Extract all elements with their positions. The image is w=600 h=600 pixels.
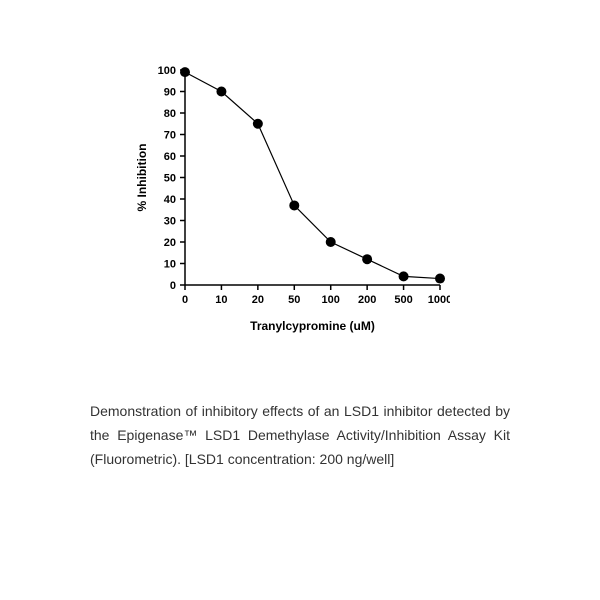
svg-text:20: 20 (164, 237, 176, 249)
inhibition-chart: 0102030405060708090100010205010020050010… (130, 60, 450, 340)
figure-caption: Demonstration of inhibitory effects of a… (90, 400, 510, 471)
svg-text:100: 100 (158, 65, 176, 77)
chart-area: 0102030405060708090100010205010020050010… (130, 60, 450, 340)
svg-text:80: 80 (164, 108, 176, 120)
svg-text:50: 50 (288, 294, 300, 306)
svg-text:0: 0 (170, 280, 176, 292)
svg-text:70: 70 (164, 130, 176, 142)
svg-text:30: 30 (164, 216, 176, 228)
svg-text:500: 500 (394, 294, 412, 306)
svg-text:20: 20 (252, 294, 264, 306)
svg-text:200: 200 (358, 294, 376, 306)
svg-text:100: 100 (322, 294, 340, 306)
svg-text:Tranylcypromine (uM): Tranylcypromine (uM) (250, 319, 375, 333)
svg-text:1000: 1000 (428, 294, 450, 306)
svg-text:% Inhibition: % Inhibition (135, 144, 149, 212)
svg-text:40: 40 (164, 194, 176, 206)
svg-text:50: 50 (164, 173, 176, 185)
figure-container: 0102030405060708090100010205010020050010… (0, 0, 600, 600)
svg-text:60: 60 (164, 151, 176, 163)
svg-text:90: 90 (164, 87, 176, 99)
svg-text:10: 10 (164, 259, 176, 271)
caption-text: Demonstration of inhibitory effects of a… (90, 403, 510, 467)
svg-text:10: 10 (215, 294, 227, 306)
svg-text:0: 0 (182, 294, 188, 306)
